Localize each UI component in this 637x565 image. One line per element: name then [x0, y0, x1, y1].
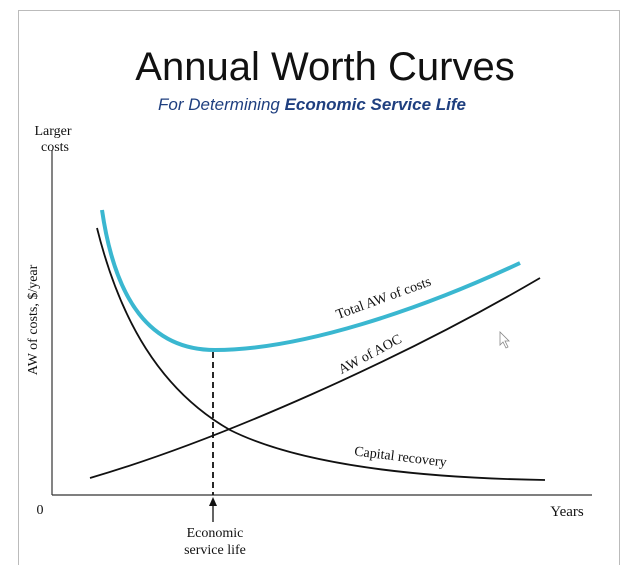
y-top-label: costs [41, 140, 69, 155]
annotation: Economic [187, 526, 244, 541]
subtitle-emphasis: Economic Service Life [285, 95, 466, 114]
origin-label: 0 [37, 503, 44, 518]
y-axis-label: AW of costs, $/year [26, 264, 41, 375]
subtitle-prefix: For Determining [158, 95, 280, 114]
arrow-head [209, 497, 217, 506]
title: Annual Worth Curves [135, 45, 514, 89]
cursor [499, 331, 510, 349]
aoc-curve [89, 277, 541, 479]
subtitle: For Determining Economic Service Life [158, 95, 466, 114]
frame [18, 10, 620, 565]
annotation: service life [184, 543, 246, 558]
x-axis-label: Years [550, 504, 584, 520]
total-curve [100, 209, 521, 353]
y-top-label: Larger [34, 124, 71, 139]
capital-recovery-curve [96, 227, 546, 481]
